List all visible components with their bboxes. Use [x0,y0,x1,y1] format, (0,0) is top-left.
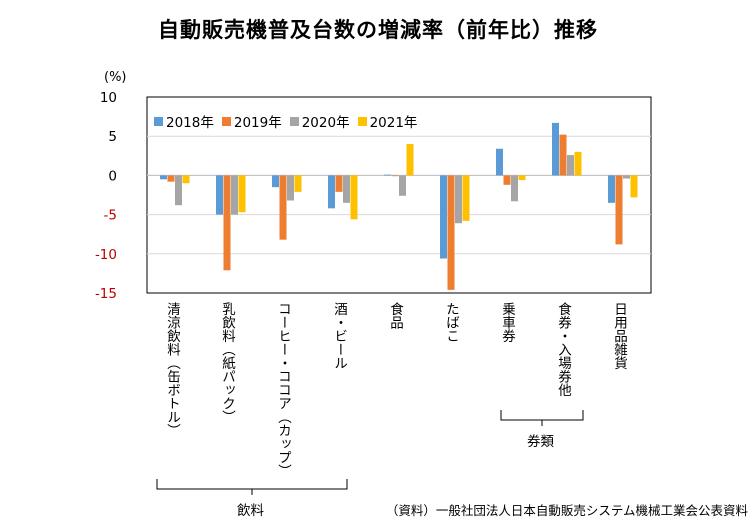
bar-2019年 [279,175,287,240]
bar-2021年 [182,175,190,184]
bar-2019年 [615,175,623,245]
bar-2020年 [399,175,406,196]
bar-2019年 [559,134,567,176]
bar-2021年 [574,151,582,176]
bar-2018年 [608,175,615,203]
bar-2021年 [294,175,302,192]
bar-2019年 [335,175,343,192]
group-label-tickets: 券類 [527,434,554,450]
bar-2021年 [406,144,414,176]
bar-2020年 [175,175,182,206]
bar-2019年 [167,175,175,182]
y-tick-label: 5 [108,129,117,145]
y-tick-label: 0 [108,168,117,184]
bracket-beverages [156,479,348,490]
bar-2018年 [328,175,335,209]
bar-2019年 [503,175,511,185]
y-axis-unit-label: (%) [104,70,127,85]
bar-2021年 [630,175,638,198]
y-tick-label: -5 [104,208,117,224]
bar-2021年 [462,175,470,221]
bar-2019年 [223,175,231,271]
bar-2021年 [518,175,526,181]
bar-2018年 [272,175,279,188]
legend-swatch [154,116,163,126]
bar-2018年 [384,174,391,176]
plot-area [146,96,652,294]
category-label: 乳飲料（紙パック） [219,302,235,424]
category-label: 食券・入場券他 [555,302,571,397]
bar-2020年 [567,155,574,176]
bracket-tickets [500,410,584,421]
legend: 2018年 2019年 2020年 2021年 [154,111,417,131]
chart-title: 自動販売機普及台数の増減率（前年比）推移 [158,18,598,42]
y-tick-label: 10 [100,90,117,106]
bar-2018年 [496,148,503,176]
legend-item: 2019年 [221,111,282,131]
bar-2019年 [447,175,455,290]
group-label-beverages: 飲料 [237,503,264,519]
legend-label: 2019年 [233,115,282,131]
legend-item: 2021年 [357,111,418,131]
bar-2018年 [440,175,447,259]
category-label: 日用品雑貨 [611,302,627,370]
bar-2020年 [343,175,350,203]
source-note: （資料）一般社団法人日本自動販売システム機械工業会公表資料 [385,503,748,518]
bar-2020年 [455,175,462,224]
bar-2018年 [160,175,167,180]
legend-item: 2020年 [289,111,350,131]
bar-2020年 [231,175,238,215]
legend-swatch [357,116,367,126]
category-label: たばこ [443,302,459,343]
category-label: 酒・ビール [331,302,347,370]
bar-2018年 [216,175,223,215]
legend-swatch [289,116,299,126]
legend-label: 2020年 [301,115,350,131]
category-label: 乗車券 [499,302,515,343]
bar-2020年 [623,175,630,179]
y-tick-label: -10 [95,247,117,263]
legend-swatch [221,116,231,126]
category-label: 食品 [387,302,403,329]
bar-2018年 [552,122,559,176]
bar-2020年 [511,175,518,202]
bar-2021年 [238,175,246,213]
category-label: コーヒー・ココア（カップ） [275,302,291,478]
legend-item: 2018年 [154,111,214,131]
legend-label: 2018年 [166,115,214,131]
legend-label: 2021年 [369,115,418,131]
bar-2021年 [350,175,358,220]
bar-2020年 [287,175,294,201]
bar-2019年 [391,175,399,177]
category-label: 清涼飲料（缶ボトル） [164,302,180,437]
y-tick-label: -15 [95,286,117,302]
